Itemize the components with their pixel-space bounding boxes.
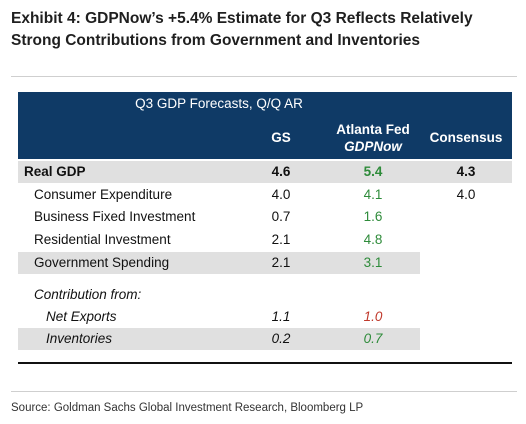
atlanta-value: 4.8	[363, 232, 383, 247]
row-label: Residential Investment	[34, 232, 171, 247]
column-header-gs: GS	[271, 130, 291, 145]
atlanta-value: 1.6	[363, 209, 383, 224]
atlanta-value: 1.0	[363, 309, 383, 324]
row-label: Business Fixed Investment	[34, 209, 196, 224]
exhibit-title: Exhibit 4: GDPNow’s +5.4% Estimate for Q…	[11, 10, 473, 49]
table-row: Net Exports 1.1 1.0	[18, 306, 512, 328]
table-row: Business Fixed Investment 0.7 1.6	[18, 206, 512, 228]
gs-value: 2.1	[271, 255, 291, 270]
table-row: Government Spending 2.1 3.1	[18, 252, 420, 274]
row-label: Inventories	[46, 331, 113, 346]
divider-top	[11, 76, 517, 77]
gs-value: 4.6	[271, 164, 291, 179]
source-note: Source: Goldman Sachs Global Investment …	[11, 402, 364, 414]
gs-value: 2.1	[271, 232, 291, 247]
row-label: Real GDP	[24, 164, 86, 179]
gs-value: 4.0	[271, 187, 291, 202]
row-label: Government Spending	[34, 255, 170, 270]
divider-bottom	[11, 391, 517, 392]
gs-value: 0.2	[271, 331, 291, 346]
gs-value: 0.7	[271, 209, 291, 224]
group-header: Q3 GDP Forecasts, Q/Q AR	[135, 96, 303, 111]
row-label: Net Exports	[46, 309, 117, 324]
column-header-gdpnow: GDPNow	[344, 139, 402, 154]
gs-value: 1.1	[271, 309, 291, 324]
table-bottom-border	[18, 362, 512, 364]
table-row: Consumer Expenditure 4.0 4.1 4.0	[18, 184, 512, 206]
atlanta-value: 4.1	[363, 187, 383, 202]
atlanta-value: 0.7	[363, 331, 383, 346]
table-header: Q3 GDP Forecasts, Q/Q AR GS Atlanta Fed …	[18, 92, 512, 159]
table-row: Real GDP 4.6 5.4 4.3	[18, 161, 512, 183]
row-label: Consumer Expenditure	[34, 187, 173, 202]
column-header-atlanta-fed: Atlanta Fed	[336, 122, 410, 137]
atlanta-value: 3.1	[363, 255, 383, 270]
table-row: Residential Investment 2.1 4.8	[18, 229, 512, 251]
column-header-consensus: Consensus	[429, 130, 503, 145]
gdp-forecast-table: Q3 GDP Forecasts, Q/Q AR GS Atlanta Fed …	[18, 92, 512, 364]
consensus-value: 4.3	[456, 164, 476, 179]
contribution-header: Contribution from:	[34, 287, 142, 302]
consensus-value: 4.0	[456, 187, 476, 202]
table-row: Inventories 0.2 0.7	[18, 328, 420, 350]
contribution-header-row: Contribution from:	[18, 284, 512, 306]
atlanta-value: 5.4	[363, 164, 383, 179]
